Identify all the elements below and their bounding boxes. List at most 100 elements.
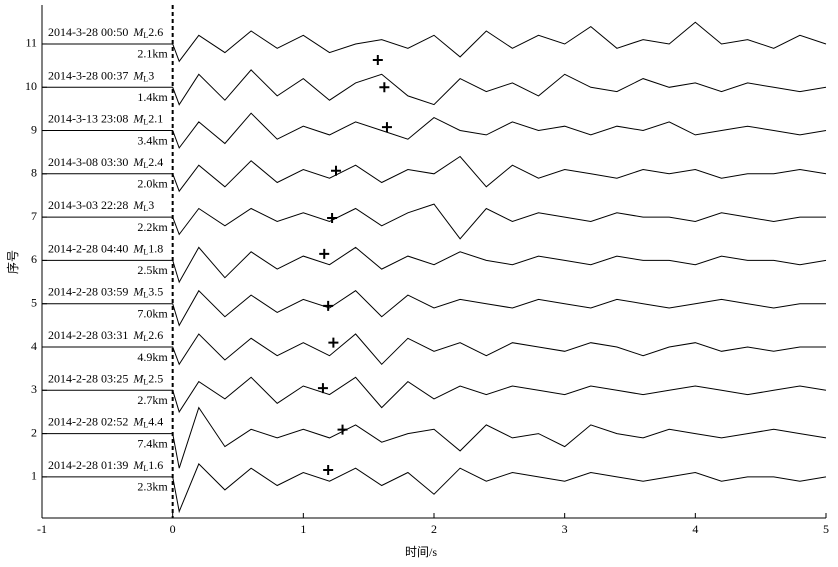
magnitude-symbol: M xyxy=(132,371,144,385)
event-label: 2014-3-13 23:08 ML2.1 xyxy=(48,111,163,126)
event-time: 2014-3-03 22:28 xyxy=(48,198,128,212)
magnitude: 1.8 xyxy=(148,241,163,255)
magnitude: 1.6 xyxy=(148,458,163,472)
magnitude: 2.6 xyxy=(148,328,163,342)
event-time: 2014-2-28 03:31 xyxy=(48,328,128,342)
pick-mark xyxy=(323,464,334,475)
distance-label: 7.4km xyxy=(137,436,168,450)
magnitude-subscript: L xyxy=(143,74,148,83)
magnitude-symbol: M xyxy=(132,458,144,472)
magnitude-subscript: L xyxy=(143,464,148,473)
x-tick-label: 2 xyxy=(431,522,437,536)
magnitude-symbol: M xyxy=(132,68,144,82)
event-time: 2014-2-28 03:25 xyxy=(48,371,128,385)
magnitude: 2.5 xyxy=(148,371,163,385)
magnitude-subscript: L xyxy=(143,117,148,126)
trace xyxy=(42,155,827,193)
y-tick-label: 9 xyxy=(31,122,37,136)
x-axis-label: 时间/s xyxy=(405,545,437,559)
y-tick-label: 1 xyxy=(31,469,37,483)
magnitude-symbol: M xyxy=(132,241,144,255)
magnitude-subscript: L xyxy=(143,291,148,300)
distance-label: 7.0km xyxy=(137,306,168,320)
distance-label: 3.4km xyxy=(137,133,168,147)
x-tick-label: -1 xyxy=(37,522,47,536)
pick-mark xyxy=(328,337,339,348)
event-time: 2014-3-13 23:08 xyxy=(48,111,128,125)
x-tick-label: 1 xyxy=(300,522,306,536)
magnitude: 3 xyxy=(148,198,154,212)
y-axis-label: 序号 xyxy=(5,250,20,274)
event-label: 2014-2-28 03:31 ML2.6 xyxy=(48,328,163,343)
trace xyxy=(42,203,826,240)
pick-mark xyxy=(372,54,383,65)
magnitude-symbol: M xyxy=(132,155,144,169)
magnitude: 3 xyxy=(148,68,154,82)
event-label: 2014-2-28 03:59 ML3.5 xyxy=(48,284,163,299)
y-tick-label: 11 xyxy=(25,36,37,50)
event-time: 2014-3-08 03:30 xyxy=(48,155,128,169)
event-label: 2014-3-08 03:30 ML2.4 xyxy=(48,155,163,170)
magnitude-symbol: M xyxy=(132,414,144,428)
magnitude-subscript: L xyxy=(143,204,148,213)
trace xyxy=(42,246,827,284)
trace xyxy=(42,112,827,149)
magnitude: 2.6 xyxy=(148,25,163,39)
pick-mark xyxy=(379,82,390,93)
x-tick-label: 5 xyxy=(823,522,829,536)
distance-label: 2.5km xyxy=(137,263,168,277)
event-label: 2014-2-28 03:25 ML2.5 xyxy=(48,371,163,386)
trace xyxy=(42,69,827,106)
magnitude-subscript: L xyxy=(143,31,148,40)
pick-mark xyxy=(327,212,338,223)
distance-label: 2.2km xyxy=(137,220,168,234)
magnitude-subscript: L xyxy=(143,161,148,170)
magnitude: 4.4 xyxy=(148,414,163,428)
magnitude-symbol: M xyxy=(132,284,144,298)
magnitude-subscript: L xyxy=(143,334,148,343)
pick-mark xyxy=(331,165,341,176)
event-time: 2014-2-28 04:40 xyxy=(48,241,128,255)
y-tick-label: 6 xyxy=(31,252,37,266)
distance-label: 4.9km xyxy=(137,350,168,364)
trace xyxy=(42,333,826,366)
event-label: 2014-3-28 00:37 ML3 xyxy=(48,68,154,83)
event-label: 2014-2-28 04:40 ML1.8 xyxy=(48,241,163,256)
event-time: 2014-2-28 02:52 xyxy=(48,414,128,428)
event-label: 2014-3-28 00:50 ML2.6 xyxy=(48,25,163,40)
trace xyxy=(42,376,827,414)
x-tick-label: 4 xyxy=(692,522,698,536)
event-time: 2014-3-28 00:50 xyxy=(48,25,128,39)
event-label: 2014-2-28 02:52 ML4.4 xyxy=(48,414,163,429)
distance-label: 2.1km xyxy=(137,47,168,61)
magnitude-subscript: L xyxy=(143,420,148,429)
event-time: 2014-2-28 03:59 xyxy=(48,284,128,298)
pick-mark xyxy=(381,122,392,133)
magnitude: 3.5 xyxy=(148,284,163,298)
magnitude-symbol: M xyxy=(132,111,144,125)
distance-label: 1.4km xyxy=(137,90,168,104)
y-tick-label: 2 xyxy=(31,425,37,439)
event-label: 2014-2-28 01:39 ML1.6 xyxy=(48,458,163,473)
trace xyxy=(42,463,827,514)
pick-mark xyxy=(323,300,334,311)
distance-label: 2.7km xyxy=(137,393,168,407)
pick-mark xyxy=(319,248,330,259)
magnitude-symbol: M xyxy=(132,198,144,212)
magnitude: 2.1 xyxy=(148,111,163,125)
y-tick-label: 7 xyxy=(31,209,37,223)
pick-mark xyxy=(317,383,328,394)
event-time: 2014-2-28 01:39 xyxy=(48,458,128,472)
trace xyxy=(42,21,827,63)
x-tick-label: 3 xyxy=(562,522,568,536)
trace xyxy=(42,406,827,469)
y-tick-label: 4 xyxy=(31,339,37,353)
trace xyxy=(42,289,826,327)
distance-label: 2.3km xyxy=(137,480,168,494)
magnitude-symbol: M xyxy=(132,328,144,342)
event-label: 2014-3-03 22:28 ML3 xyxy=(48,198,154,213)
y-tick-label: 3 xyxy=(31,382,37,396)
x-tick-label: 0 xyxy=(170,522,176,536)
